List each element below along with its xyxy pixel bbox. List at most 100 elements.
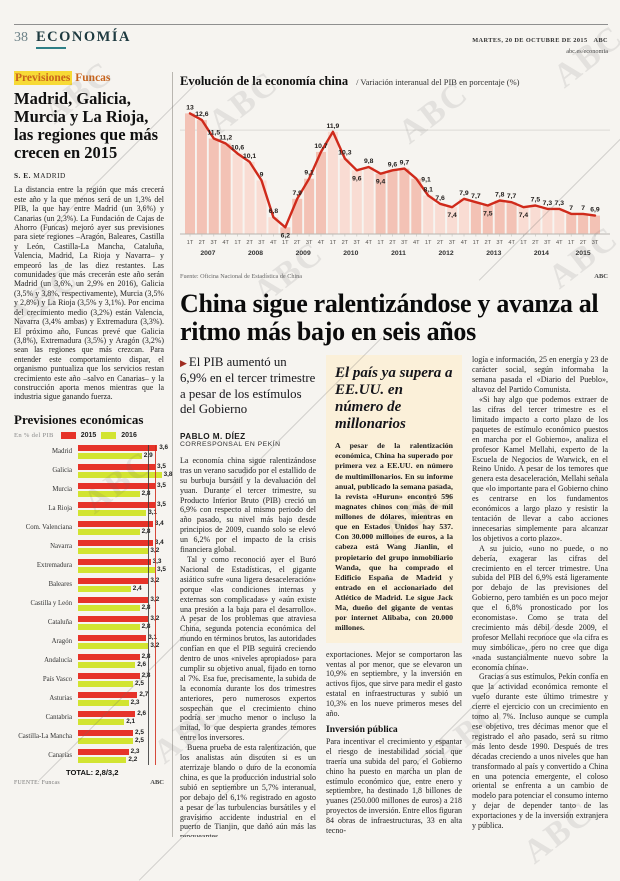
legend-swatch-2015 [60,431,76,439]
svg-text:2012: 2012 [439,250,454,257]
svg-text:4T: 4T [413,240,420,246]
article-column-3: logía e información, 25 en energía y 23 … [472,355,608,837]
bar-value: 2,8 [141,528,151,536]
bar-pair: 2,8 2,6 [78,653,164,670]
svg-text:7,4: 7,4 [447,212,457,219]
bar-pair: 2,6 2,1 [78,710,164,727]
svg-text:9: 9 [260,171,264,178]
bar-2016 [78,662,136,669]
bar-value: 2,5 [135,729,144,737]
bar-group: Extremadura 3,3 3,5 [14,558,166,575]
legend-swatch-2016 [101,431,117,439]
bar-pair: 3,43,2 [78,539,164,556]
legend-label-2016: 2016 [121,431,137,439]
svg-text:2013: 2013 [486,250,501,257]
bar-value: 2,8 [141,623,151,631]
svg-text:4T: 4T [365,240,372,246]
bar-pair: 2,3 2,2 [78,748,164,765]
bar-value: 2,4 [132,585,142,593]
svg-text:3T: 3T [211,240,218,246]
author-role: CORRESPONSAL EN PEKÍN [180,440,281,448]
svg-text:10,7: 10,7 [314,143,327,150]
bar-value: 3,2 [150,596,159,603]
svg-text:7,3: 7,3 [543,200,553,207]
bar-pair: 2,5 2,5 [78,729,164,746]
subhead-text: El PIB aumentó un 6,9% en el tercer trim… [180,355,316,417]
body-paragraph: Buena prueba de esta ralentización, que … [180,743,316,838]
bar-row: 3,6 [78,444,168,452]
bar-2016 [78,472,162,479]
total-label: TOTAL: [66,767,94,777]
body-paragraph: A su juicio, «uno no puede, o no debería… [472,543,608,672]
bar-row: 3,2 [78,642,164,650]
bar-group: Asturias 2,7 2,3 [14,691,164,708]
bar-chart-source: FUENTE: Funcas [14,779,60,786]
bar-row: 2,3 [78,748,164,756]
bar-value: 2,8 [141,653,151,661]
svg-text:9,1: 9,1 [421,177,431,184]
bar-2015 [78,502,155,509]
svg-text:3T: 3T [401,240,408,246]
reference-line [148,444,150,765]
bar-value: 3,5 [157,482,166,490]
body-paragraph: Tal y como reconoció ayer el Buró Nacion… [180,554,316,743]
svg-text:10,3: 10,3 [338,149,351,156]
body-paragraph: La economía china sigue ralentizándose t… [180,455,316,555]
bar-value: 2,3 [130,699,140,707]
bar-value: 2,3 [130,748,140,756]
svg-text:7,6: 7,6 [435,195,445,202]
bar-row: 2,6 [78,661,164,669]
bar-2016 [78,643,149,650]
svg-text:4T: 4T [556,240,563,246]
line-chart-title-row: Evolución de la economía china / Variaci… [180,72,608,90]
legend-label-2015: 2015 [80,431,97,439]
svg-text:1T: 1T [282,240,289,246]
bar-row: 2,8 [78,604,164,612]
svg-text:2014: 2014 [534,250,549,257]
bar-category-label: Cataluña [47,619,72,627]
bar-row: 2,8 [78,623,164,631]
section-accent-rule [36,47,66,49]
bar-value: 2,7 [139,691,149,699]
bar-row: 2,7 [78,691,164,699]
svg-text:1T: 1T [187,240,194,246]
bar-row: 2,6 [78,710,164,718]
svg-text:2T: 2T [580,240,587,246]
bar-group: Galicia 3,5 3,8 [14,463,172,480]
svg-text:1T: 1T [425,240,432,246]
svg-text:11,5: 11,5 [207,129,220,136]
bar-2015 [78,578,149,585]
bar-2015 [78,445,158,452]
bar-chart-title: Previsiones económicas [14,411,144,427]
svg-text:7,4: 7,4 [519,212,529,219]
regional-forecast-bar-chart: Previsiones económicas En % del PIB 2015… [14,411,172,786]
bar-row: 3,1 [78,509,166,517]
svg-text:7,8: 7,8 [495,191,505,198]
line-chart-source: Fuente: Oficina Nacional de Estadística … [180,272,302,280]
svg-text:7,5: 7,5 [531,196,541,203]
bar-group: Com. Valenciana 3,4 2,8 [14,520,164,537]
bar-2015 [78,464,155,471]
author-name: PABLO M. DÍEZ [180,431,246,441]
bar-row: 2,4 [78,585,164,593]
bar-group: Madrid 3,6 2,9 [14,444,168,461]
svg-text:2008: 2008 [248,250,263,257]
bar-category-label: Asturias [49,695,72,703]
svg-text:10,6: 10,6 [231,144,244,151]
bar-category-label: Canarias [48,752,72,760]
svg-text:11,9: 11,9 [326,123,339,130]
line-chart-footer: Fuente: Oficina Nacional de Estadística … [180,273,608,280]
svg-text:6,8: 6,8 [269,208,279,215]
svg-text:2T: 2T [199,240,206,246]
sidebar-byline: S. E. MADRID [14,171,164,180]
bar-value: 3,5 [157,501,166,509]
bar-row: 2,2 [78,756,164,764]
bar-value: 2,8 [141,490,151,498]
svg-text:2T: 2T [342,240,349,246]
page-header: 38 ECONOMÍA MARTES, 20 DE OCTUBRE DE 201… [14,24,608,56]
bar-pair: 3,6 2,9 [78,444,168,461]
sidebar-column: Previsiones Funcas Madrid, Galicia, Murc… [14,70,172,838]
svg-text:9,1: 9,1 [304,170,314,177]
bar-2016 [78,510,147,517]
bar-pair: 3,2 2,4 [78,577,164,594]
